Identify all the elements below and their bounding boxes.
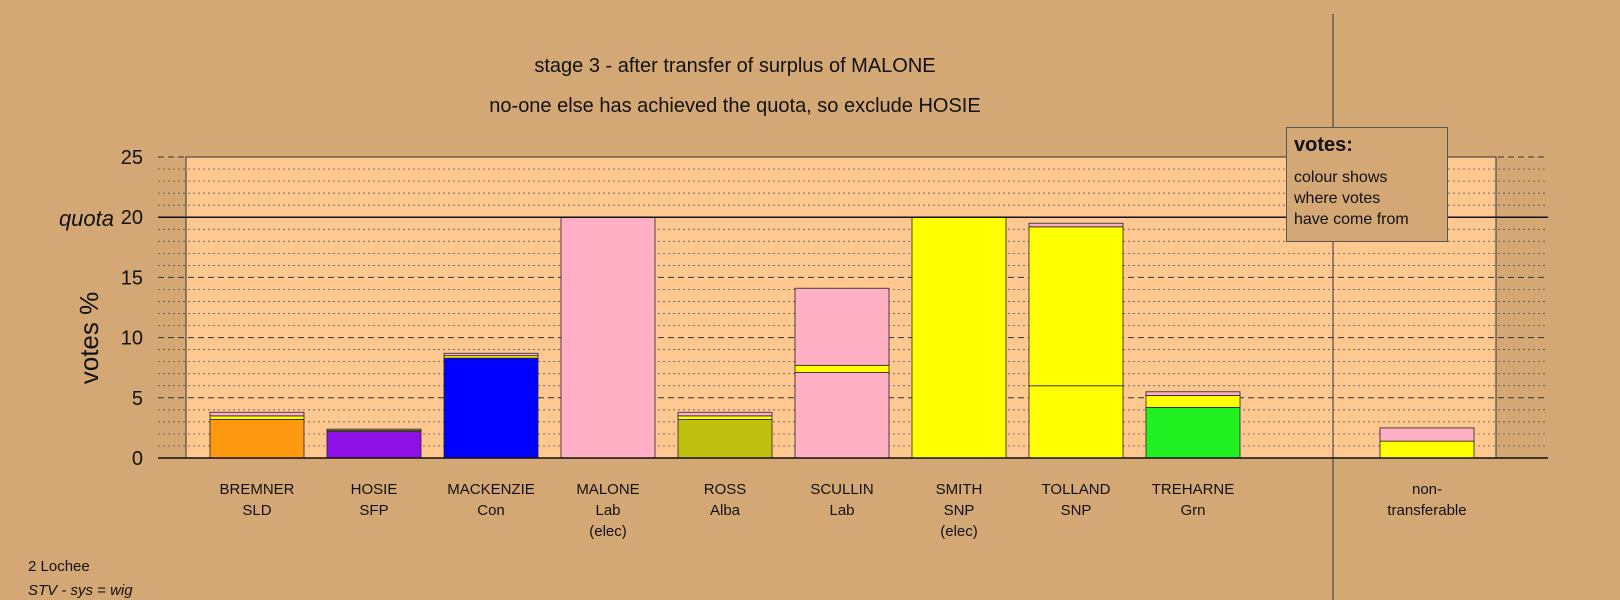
- y-tick-label: 0: [132, 448, 143, 470]
- bars-layer: [209, 216, 1475, 459]
- y-tick-label: 20: [121, 207, 143, 229]
- category-label: SCULLIN: [810, 481, 873, 498]
- chart-subtitle: no-one else has achieved the quota, so e…: [489, 95, 980, 117]
- bar-segment: [209, 415, 305, 420]
- y-tick-label: 5: [132, 388, 143, 410]
- legend-box: votes: colour shows where votes have com…: [1286, 127, 1448, 242]
- y-tick-label: 15: [121, 267, 143, 289]
- bar-segment: [677, 411, 773, 417]
- category-label: (elec): [940, 523, 978, 540]
- quota-label: quota: [59, 206, 114, 231]
- category-label: ROSS: [704, 481, 747, 498]
- category-label: non-: [1412, 481, 1442, 498]
- category-label: transferable: [1387, 502, 1466, 519]
- legend-title: votes:: [1294, 134, 1353, 156]
- category-label: BREMNER: [219, 481, 294, 498]
- bar-segment: [326, 428, 422, 431]
- bar-segment: [1028, 226, 1124, 387]
- y-axis-label: votes %: [74, 292, 104, 385]
- chart-title: stage 3 - after transfer of surplus of M…: [534, 55, 935, 77]
- category-label: Con: [477, 502, 505, 519]
- bar-segment: [794, 372, 890, 459]
- bar-segment: [326, 431, 422, 459]
- bar-segment: [443, 357, 539, 459]
- category-label: Alba: [710, 502, 741, 519]
- category-label: TREHARNE: [1152, 481, 1235, 498]
- bar-segment: [794, 287, 890, 366]
- bar-segment: [560, 216, 656, 459]
- category-label: SFP: [359, 502, 388, 519]
- category-label: SLD: [242, 502, 271, 519]
- bar-segment: [1145, 407, 1241, 459]
- category-label: MACKENZIE: [447, 481, 535, 498]
- category-label: Lab: [595, 502, 620, 519]
- bar-segment: [677, 419, 773, 459]
- bar-segment: [1379, 427, 1475, 442]
- legend-line-1: colour shows: [1294, 169, 1388, 186]
- bar-segment: [209, 419, 305, 459]
- bar-segment: [1145, 391, 1241, 396]
- category-label: MALONE: [576, 481, 639, 498]
- bar-segment: [1028, 385, 1124, 459]
- bar-segment: [443, 352, 539, 357]
- bar-segment: [1145, 394, 1241, 408]
- y-tick-label: 10: [121, 328, 143, 350]
- category-label: TOLLAND: [1042, 481, 1111, 498]
- bar-segment: [794, 364, 890, 373]
- bar-segment: [911, 216, 1007, 459]
- labels-layer: BREMNER SLD HOSIE SFP MACKENZIE Con MALONE Lab (…: [219, 481, 1466, 540]
- footer-system-note: STV - sys = wig: [28, 582, 133, 599]
- bar-segment: [1028, 222, 1124, 228]
- legend-line-2: where votes: [1294, 190, 1381, 207]
- legend-line-3: have come from: [1294, 211, 1409, 228]
- category-label: HOSIE: [351, 481, 398, 498]
- footer-area-name: 2 Lochee: [28, 558, 90, 575]
- category-label: Grn: [1180, 502, 1205, 519]
- category-label: (elec): [589, 523, 627, 540]
- bar-segment: [1379, 440, 1475, 459]
- category-label: Lab: [829, 502, 854, 519]
- category-label: SMITH: [936, 481, 983, 498]
- category-label: SNP: [944, 502, 975, 519]
- bar-segment: [677, 415, 773, 420]
- y-tick-label: 25: [121, 147, 143, 169]
- category-label: SNP: [1061, 502, 1092, 519]
- bar-segment: [209, 411, 305, 417]
